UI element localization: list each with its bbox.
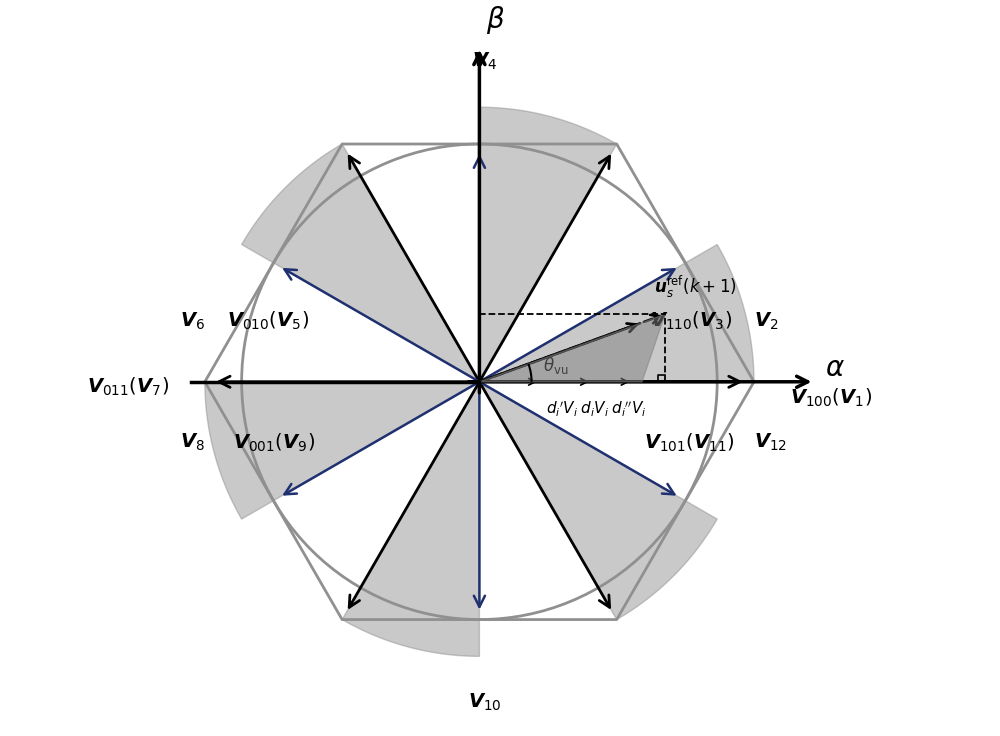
Polygon shape [479, 107, 617, 382]
Text: $\boldsymbol{V}_{101}(\boldsymbol{V}_{11})$: $\boldsymbol{V}_{101}(\boldsymbol{V}_{11… [644, 431, 735, 453]
Text: $d_i{}'V_i\;d_iV_i\;d_i{}''V_i$: $d_i{}'V_i\;d_iV_i\;d_i{}''V_i$ [546, 400, 647, 419]
Polygon shape [242, 144, 479, 382]
Text: $\theta_{\rm vu}$: $\theta_{\rm vu}$ [543, 355, 568, 376]
Text: $\boldsymbol{V}_{100}(\boldsymbol{V}_1)$: $\boldsymbol{V}_{100}(\boldsymbol{V}_1)$ [790, 387, 872, 409]
Text: $\boldsymbol{V}_4$: $\boldsymbol{V}_4$ [472, 50, 497, 71]
Text: $\boldsymbol{V}_{010}(\boldsymbol{V}_5)$: $\boldsymbol{V}_{010}(\boldsymbol{V}_5)$ [227, 310, 309, 333]
Text: $\boldsymbol{V}_{12}$: $\boldsymbol{V}_{12}$ [754, 431, 787, 453]
Text: $\boldsymbol{V}_6$: $\boldsymbol{V}_6$ [180, 311, 205, 333]
Polygon shape [479, 314, 665, 382]
Polygon shape [205, 382, 479, 519]
Text: $\boldsymbol{V}_{110}(\boldsymbol{V}_3)$: $\boldsymbol{V}_{110}(\boldsymbol{V}_3)$ [650, 310, 732, 333]
Text: $\boldsymbol{V}_{001}(\boldsymbol{V}_9)$: $\boldsymbol{V}_{001}(\boldsymbol{V}_9)$ [233, 431, 315, 453]
Text: $\boldsymbol{V}_{10}$: $\boldsymbol{V}_{10}$ [468, 692, 502, 713]
Text: $\alpha$: $\alpha$ [825, 354, 845, 382]
Polygon shape [342, 382, 479, 657]
Text: $\boldsymbol{V}_{011}(\boldsymbol{V}_7)$: $\boldsymbol{V}_{011}(\boldsymbol{V}_7)$ [87, 376, 169, 398]
Text: $\boldsymbol{V}_8$: $\boldsymbol{V}_8$ [180, 431, 205, 453]
Polygon shape [479, 244, 754, 382]
Text: $\boldsymbol{V}_2$: $\boldsymbol{V}_2$ [754, 311, 779, 333]
Polygon shape [479, 382, 717, 620]
Text: $\boldsymbol{u}_s^{\rm ref}(k+1)$: $\boldsymbol{u}_s^{\rm ref}(k+1)$ [654, 275, 737, 300]
Text: $\beta$: $\beta$ [486, 4, 505, 36]
